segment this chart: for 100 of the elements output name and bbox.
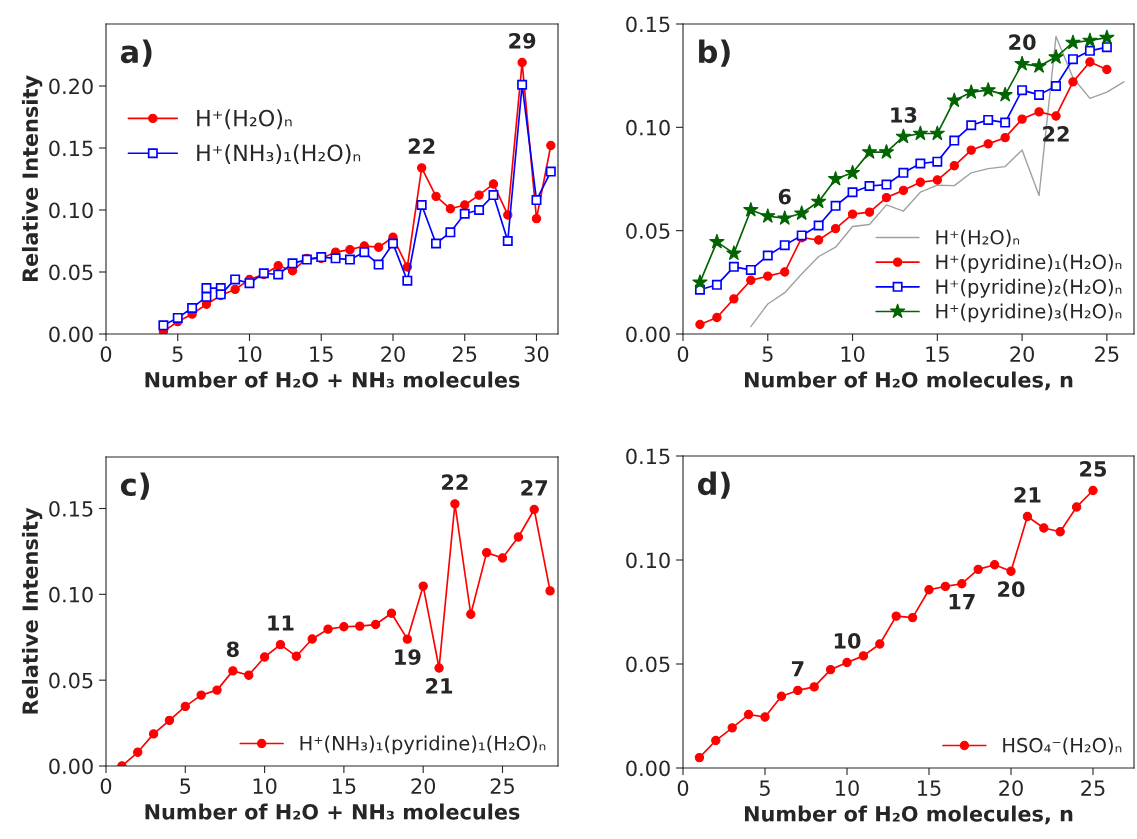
annotation: 13 [891,107,917,123]
point [196,690,206,700]
point [847,187,858,198]
point [1055,527,1065,537]
point [813,220,824,231]
point [402,275,413,286]
point [949,161,959,171]
y-tick-label: 0.05 [49,264,93,281]
point [373,242,384,252]
point [983,139,993,149]
point [513,532,524,542]
x-tick-label: 5 [180,778,191,794]
point [445,227,456,238]
point [809,682,819,692]
annotation: 7 [791,661,804,677]
point [497,553,508,563]
x-tick-label: 10 [253,778,277,794]
point [881,179,892,190]
point [460,200,470,210]
annotation: 22 [408,138,435,154]
point [1006,566,1016,576]
point [813,235,824,245]
point [158,320,169,331]
x-axis-title: Number of H₂O molecules, n [744,371,1073,391]
point [1084,45,1095,56]
point [387,238,398,249]
point [529,504,539,515]
point [929,125,946,141]
point [924,585,934,595]
point [545,586,555,596]
point [844,164,861,180]
point [517,57,527,68]
point [1000,132,1010,143]
annotation: 10 [834,633,861,649]
y-tick-label: 0.10 [626,119,670,136]
point [940,581,951,592]
point [825,664,836,675]
point [760,712,770,722]
point [1031,58,1047,73]
point [891,611,901,621]
point [1034,107,1044,117]
point [148,729,159,739]
point [291,651,301,661]
x-tick-label: 25 [490,778,514,794]
annotation: 17 [949,594,975,610]
point [776,691,787,701]
y-tick-label: 0.10 [49,586,93,603]
point [1051,111,1061,121]
x-axis-title: Number of H₂O molecules, n [744,805,1073,825]
point [830,200,841,211]
point [275,639,286,650]
x-tick-label: 20 [999,780,1023,796]
point [517,79,528,90]
point [966,120,977,131]
point [1022,511,1033,522]
point [172,312,183,323]
legend-label: H⁺(NH₃)₁(pyridine)₁(H₂O)ₙ [300,735,546,755]
point [861,143,878,159]
point [474,190,484,200]
point [963,84,980,99]
point [1048,48,1064,64]
x-tick-label: 15 [926,346,949,362]
annotation: c) [120,472,150,500]
x-tick-label: 20 [411,778,436,794]
point [445,204,456,214]
point [842,657,852,668]
annotation: 21 [1014,487,1041,503]
point [793,205,810,221]
point [180,701,190,712]
point [827,170,844,186]
point [949,135,960,146]
annotation: 8 [226,641,239,658]
point [898,167,909,178]
point [133,747,143,757]
y-axis-title: Relative Intensity [21,507,43,714]
point [1067,54,1078,65]
point [695,319,705,330]
y-tick-label: 0.05 [626,223,670,239]
annotation: 20 [998,581,1025,598]
point [875,639,885,649]
point [932,175,943,185]
point [417,163,427,173]
y-tick-label: 0.15 [49,140,93,157]
point [488,190,499,201]
point [201,291,212,302]
point [339,622,349,632]
point [726,245,742,261]
point [745,264,756,275]
point [898,185,909,196]
x-tick-label: 5 [762,346,773,362]
point [212,685,222,695]
point [763,271,773,281]
point [780,267,790,277]
point [386,608,397,618]
point [1034,89,1045,100]
annotation: d) [697,471,730,499]
y-axis-title: Relative Intensity [21,75,43,282]
legend-label: HSO₄⁻(H₂O)ₙ [1003,737,1122,755]
point [858,651,869,661]
x-tick-label: 15 [310,346,333,362]
